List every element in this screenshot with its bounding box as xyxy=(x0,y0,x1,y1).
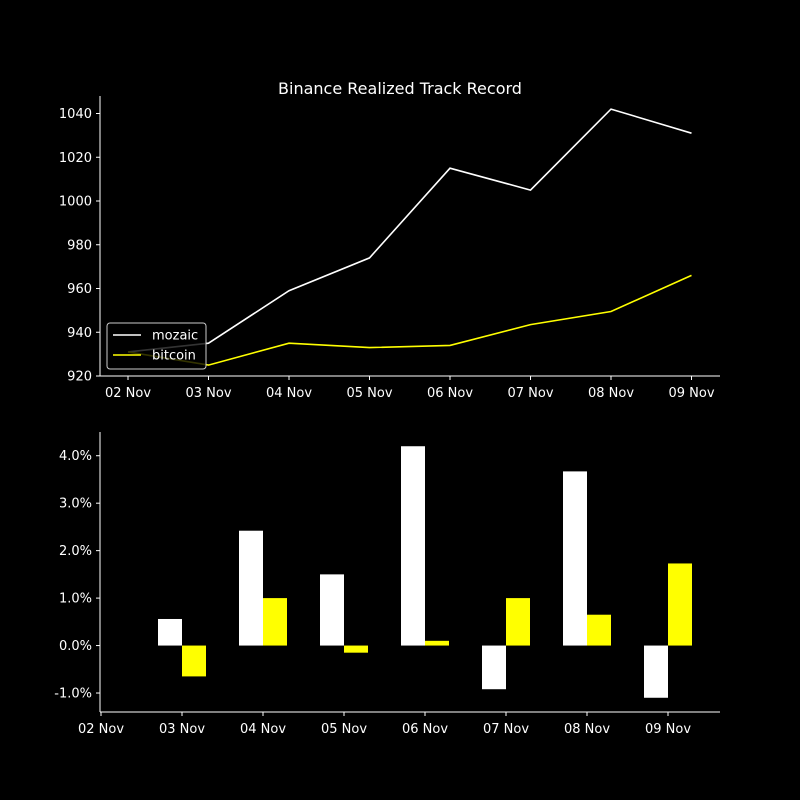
bar-y-tick-label: 3.0% xyxy=(59,497,92,512)
bar-x-tick-label: 09 Nov xyxy=(645,722,691,737)
bar-y-tick-label: 2.0% xyxy=(59,544,92,559)
legend-label-mozaic: mozaic xyxy=(152,329,198,344)
bar-y-tick-label: 0.0% xyxy=(59,639,92,654)
line-x-tick-label: 04 Nov xyxy=(266,386,312,401)
line-y-tick-label: 1000 xyxy=(59,195,92,210)
bar-yellow-08-nov xyxy=(587,614,611,646)
bar-x-tick-label: 04 Nov xyxy=(240,722,286,737)
bar-yellow-03-nov xyxy=(182,645,206,677)
bar-x-tick-label: 03 Nov xyxy=(159,722,205,737)
bar-white-03-nov xyxy=(158,618,182,646)
bar-x-tick-label: 02 Nov xyxy=(78,722,124,737)
bar-white-09-nov xyxy=(644,645,668,698)
bar-x-tick-label: 06 Nov xyxy=(402,722,448,737)
bar-yellow-05-nov xyxy=(344,645,368,653)
bar-y-tick-label: -1.0% xyxy=(54,687,92,702)
line-x-tick-label: 06 Nov xyxy=(427,386,473,401)
bar-white-08-nov xyxy=(563,471,587,646)
bar-x-tick-label: 07 Nov xyxy=(483,722,529,737)
line-chart: 920 940 960 980 1000 1020 1040 02 Nov 03 Nov 04 N… xyxy=(59,96,720,401)
series-line-mozaic xyxy=(127,108,692,353)
line-x-tick-label: 03 Nov xyxy=(185,386,231,401)
bar-yellow-09-nov xyxy=(668,563,692,646)
line-y-tick-label: 1040 xyxy=(59,107,92,122)
line-y-tick-label: 920 xyxy=(67,370,92,385)
bar-white-04-nov xyxy=(239,530,263,646)
bar-white-05-nov xyxy=(320,574,344,646)
line-x-tick-label: 05 Nov xyxy=(346,386,392,401)
bar-white-07-nov xyxy=(482,645,506,690)
bar-x-tick-label: 05 Nov xyxy=(321,722,367,737)
bar-yellow-07-nov xyxy=(506,598,530,646)
line-x-tick-label: 09 Nov xyxy=(668,386,714,401)
line-chart-title: Binance Realized Track Record xyxy=(278,79,522,98)
line-y-tick-label: 940 xyxy=(67,326,92,341)
bar-y-tick-label: 1.0% xyxy=(59,592,92,607)
line-y-tick-label: 980 xyxy=(67,238,92,253)
line-x-tick-label: 02 Nov xyxy=(105,386,151,401)
bar-yellow-04-nov xyxy=(263,598,287,646)
series-line-bitcoin xyxy=(127,274,692,366)
bar-white-06-nov xyxy=(401,446,425,646)
bar-chart: -1.0% 0.0% 1.0% 2.0% 3.0% 4.0% 02 Nov 03 Nov 04 … xyxy=(54,432,720,737)
bar-yellow-06-nov xyxy=(425,640,449,646)
legend-label-bitcoin: bitcoin xyxy=(152,349,196,364)
line-y-tick-label: 1020 xyxy=(59,151,92,166)
bar-x-tick-label: 08 Nov xyxy=(564,722,610,737)
line-x-tick-label: 08 Nov xyxy=(588,386,634,401)
line-x-tick-label: 07 Nov xyxy=(507,386,553,401)
line-y-tick-label: 960 xyxy=(67,282,92,297)
bar-y-tick-label: 4.0% xyxy=(59,449,92,464)
